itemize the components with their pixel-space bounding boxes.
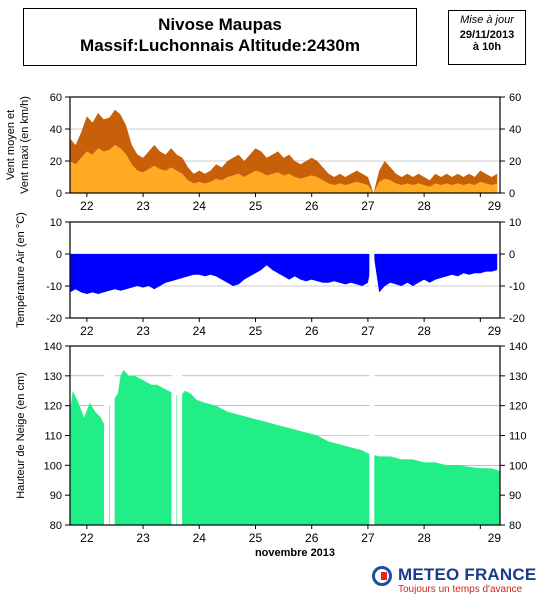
chart0-ytick-label-right: 20	[509, 156, 521, 168]
chart1-xtick-label: 24	[193, 324, 207, 338]
meteo-france-logo: METEO FRANCE Toujours un temps d'avance	[372, 564, 538, 595]
wind-mean-area	[70, 145, 498, 193]
snow-depth-area	[70, 369, 500, 525]
chart2-ytick-label-right: 90	[509, 490, 521, 502]
chart0-xtick-label: 22	[80, 199, 94, 213]
chart1-ytick-label-right: 10	[509, 217, 521, 229]
chart2-frame	[69, 345, 501, 526]
chart0-xtick-label: 27	[361, 199, 375, 213]
chart2-ytick-label-left: 100	[44, 460, 62, 472]
chart0-ylabel-line2: Vent maxi (en km/h)	[19, 96, 31, 194]
chart1-xtick-label: 25	[249, 324, 263, 338]
chart0-xtick-label: 26	[305, 199, 319, 213]
chart2-missing-data-gap	[104, 346, 110, 525]
chart1-frame	[69, 221, 501, 319]
station-name: Nivose Maupas	[158, 15, 282, 34]
chart2-xtick-label: 26	[305, 531, 319, 545]
chart2-missing-data-gap	[369, 346, 375, 525]
chart0-ytick-label-right: 40	[509, 124, 521, 136]
station-title-box: Nivose Maupas Massif:Luchonnais Altitude…	[23, 8, 417, 66]
chart1-xtick-label: 28	[417, 324, 431, 338]
chart1-ytick-label-right: -20	[509, 313, 525, 325]
chart2-xlabel: novembre 2013	[255, 547, 335, 559]
chart2-missing-data-gap	[177, 346, 183, 525]
temperature-area	[70, 254, 498, 294]
chart0-ytick-label-left: 40	[50, 124, 62, 136]
chart1-xtick-label: 29	[488, 324, 502, 338]
chart1-ytick-label-left: 10	[50, 217, 62, 229]
chart2-ytick-label-left: 130	[44, 371, 62, 383]
chart2-ytick-label-right: 130	[509, 371, 527, 383]
chart2-ytick-label-right: 120	[509, 401, 527, 413]
chart1-ytick-label-left: 0	[56, 249, 62, 261]
update-time: à 10h	[472, 41, 502, 53]
chart1-xtick-label: 23	[136, 324, 150, 338]
chart2-xtick-label: 22	[80, 531, 94, 545]
chart1-ylabel: Température Air (en °C)	[15, 212, 27, 328]
chart0-xtick-label: 24	[193, 199, 207, 213]
chart2-ytick-label-right: 100	[509, 460, 527, 472]
chart0-ylabel-line1: Vent moyen et	[5, 110, 17, 180]
chart1-xtick-label: 26	[305, 324, 319, 338]
chart1-missing-data-gap	[369, 222, 375, 318]
chart0-xtick-label: 29	[488, 199, 502, 213]
chart0-ytick-label-left: 20	[50, 156, 62, 168]
chart2-ytick-label-left: 80	[50, 520, 62, 532]
chart2-missing-data-gap	[171, 346, 177, 525]
chart2-ytick-label-right: 140	[509, 341, 527, 353]
update-date: 29/11/2013	[459, 29, 515, 41]
chart2-ytick-label-left: 110	[44, 431, 62, 443]
chart1-ytick-label-left: -20	[46, 313, 62, 325]
update-label: Mise à jour	[460, 14, 514, 26]
chart2-xtick-label: 29	[488, 531, 502, 545]
chart0-frame	[69, 96, 501, 194]
chart2-xtick-label: 25	[249, 531, 263, 545]
logo-name: METEO FRANCE	[398, 565, 537, 584]
chart2-ytick-label-right: 80	[509, 520, 521, 532]
chart0-xtick-label: 28	[417, 199, 431, 213]
chart1-ytick-label-left: -10	[46, 281, 62, 293]
update-box: Mise à jour 29/11/2013 à 10h	[448, 10, 526, 65]
chart2-ytick-label-right: 110	[509, 431, 527, 443]
chart0-xtick-label: 25	[249, 199, 263, 213]
chart1-xtick-label: 27	[361, 324, 375, 338]
chart0-ytick-label-right: 0	[509, 188, 515, 200]
logo-slogan: Toujours un temps d'avance	[398, 584, 523, 595]
chart1-xtick-label: 22	[80, 324, 94, 338]
chart2-missing-data-gap	[109, 346, 115, 525]
chart2-ylabel: Hauteur de Neige (en cm)	[15, 372, 27, 499]
chart2-ytick-label-left: 140	[44, 341, 62, 353]
chart2-ytick-label-left: 90	[50, 490, 62, 502]
chart1-ytick-label-right: 0	[509, 249, 515, 261]
station-massif-altitude: Massif:Luchonnais Altitude:2430m	[80, 36, 360, 55]
chart2-xtick-label: 28	[417, 531, 431, 545]
chart0-ytick-label-left: 60	[50, 92, 62, 104]
chart0-ytick-label-left: 0	[56, 188, 62, 200]
chart1-ytick-label-right: -10	[509, 281, 525, 293]
chart2-xtick-label: 27	[361, 531, 375, 545]
chart2-xtick-label: 23	[136, 531, 150, 545]
chart0-xtick-label: 23	[136, 199, 150, 213]
chart2-ytick-label-left: 120	[44, 401, 62, 413]
chart0-ytick-label-right: 60	[509, 92, 521, 104]
chart2-xtick-label: 24	[193, 531, 207, 545]
meteo-france-logo-icon	[372, 566, 392, 586]
